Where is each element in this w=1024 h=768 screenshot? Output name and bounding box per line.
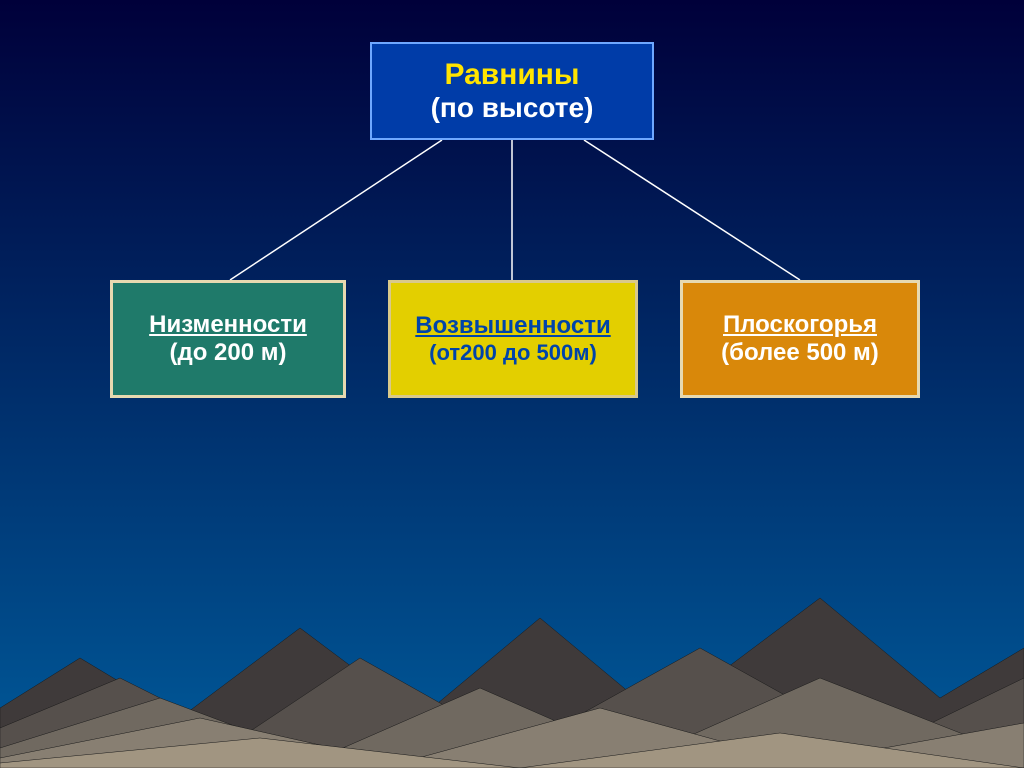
root-title: Равнины — [444, 58, 579, 92]
leaf-title: Плоскогорья — [723, 311, 877, 339]
mountain-silhouette — [0, 558, 1024, 768]
leaf-subtitle: (более 500 м) — [721, 339, 879, 367]
leaf-subtitle: (от200 до 500м) — [429, 340, 597, 366]
leaf-box-lowlands: Низменности (до 200 м) — [110, 280, 346, 398]
root-subtitle: (по высоте) — [431, 92, 594, 124]
leaf-box-plateaus: Плоскогорья (более 500 м) — [680, 280, 920, 398]
leaf-title: Возвышенности — [415, 312, 610, 340]
leaf-subtitle: (до 200 м) — [169, 339, 286, 367]
slide-stage: Равнины (по высоте) Низменности (до 200 … — [0, 0, 1024, 768]
root-box: Равнины (по высоте) — [370, 42, 654, 140]
leaf-box-uplands: Возвышенности (от200 до 500м) — [388, 280, 638, 398]
leaf-title: Низменности — [149, 311, 307, 339]
